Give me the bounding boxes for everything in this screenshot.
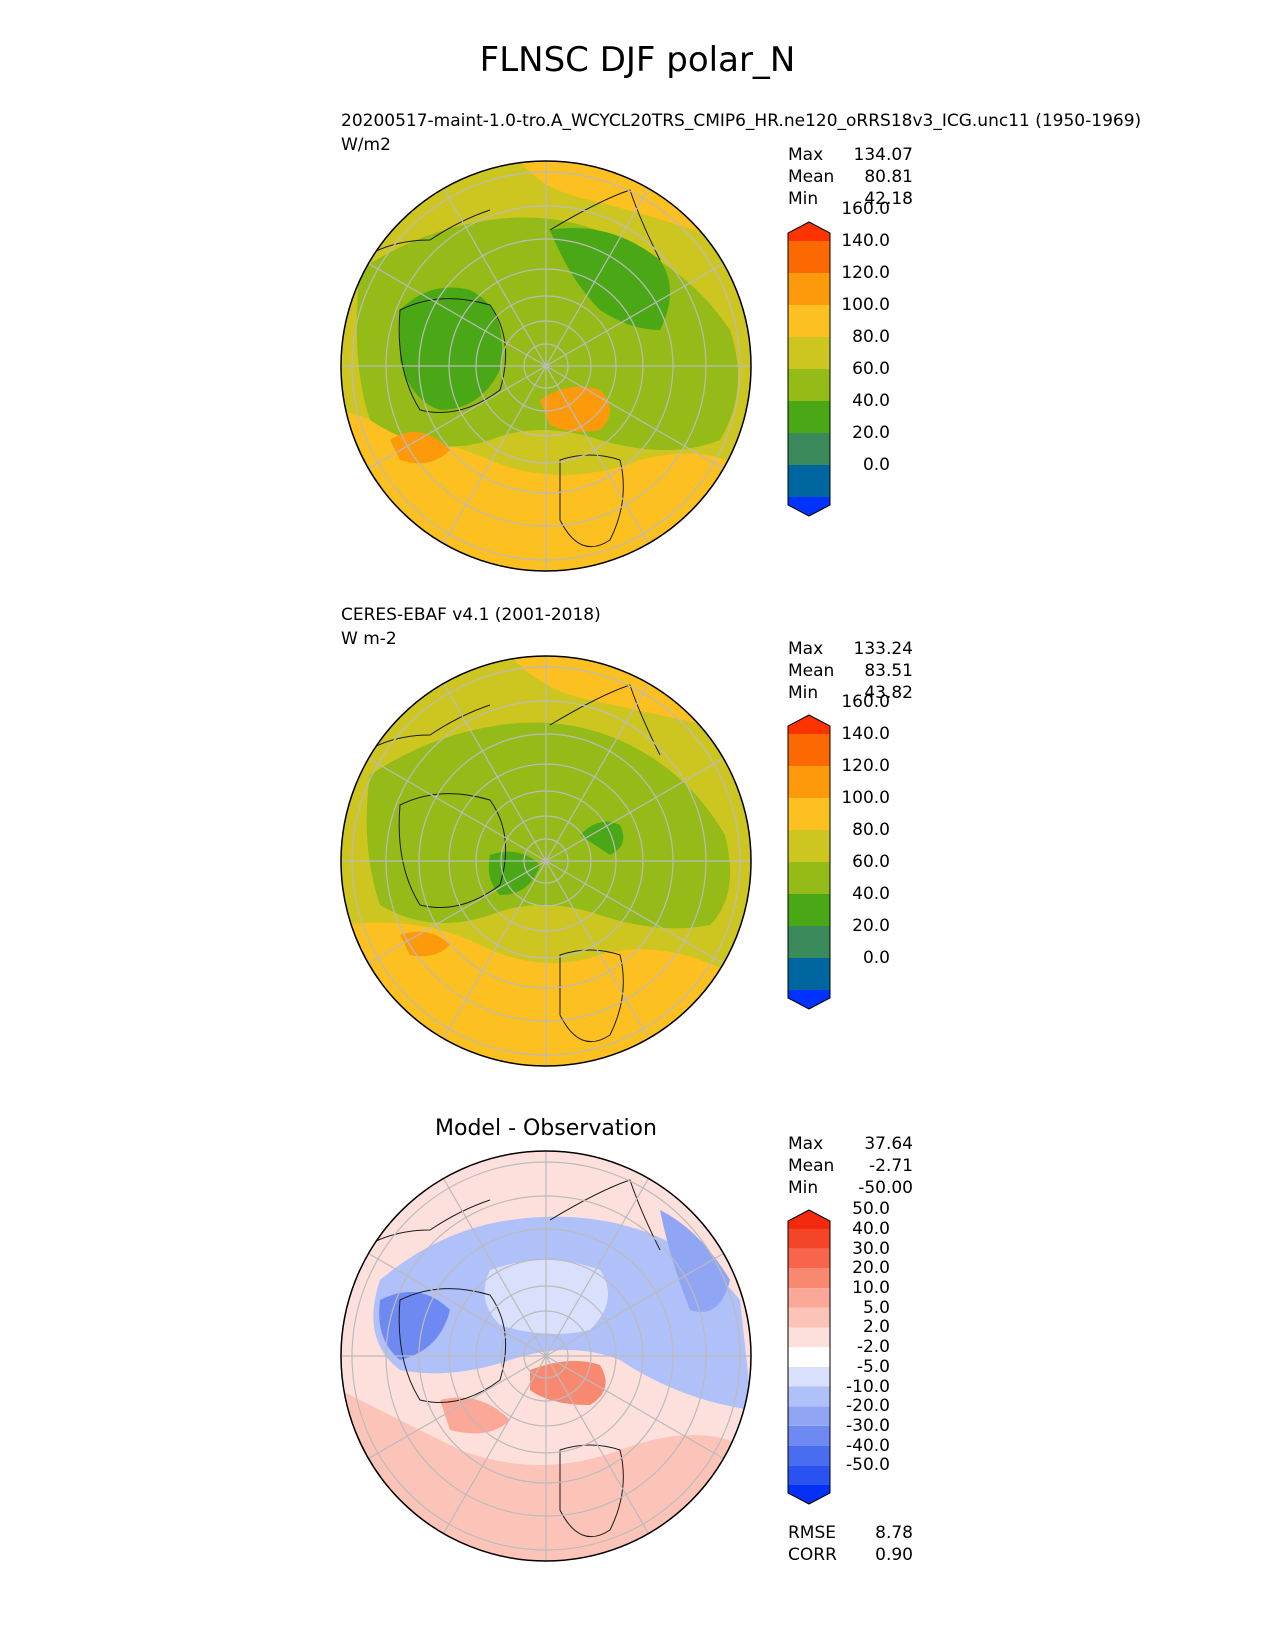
colorbar-segment bbox=[788, 1465, 830, 1485]
colorbar-segment bbox=[788, 1229, 830, 1249]
colorbar-segment bbox=[788, 1210, 830, 1229]
colorbar-segment bbox=[788, 1406, 830, 1426]
colorbar-outline bbox=[787, 221, 831, 517]
colorbar-tick-label: 10.0 bbox=[852, 1278, 890, 1299]
colorbar-segment bbox=[788, 1425, 830, 1446]
colorbar-segment bbox=[788, 273, 830, 305]
colorbar-tick-label: -5.0 bbox=[856, 1356, 890, 1377]
colorbar-segment bbox=[788, 894, 830, 926]
panel-1-units: W/m2 bbox=[341, 135, 391, 155]
colorbar-tick-label: -20.0 bbox=[846, 1396, 890, 1417]
colorbar-outline bbox=[787, 1209, 831, 1505]
colorbar-tick-label: 30.0 bbox=[852, 1238, 890, 1259]
colorbar-tick-label: 20.0 bbox=[852, 916, 890, 936]
panel-3-polar-map bbox=[340, 1150, 752, 1562]
colorbar-segment bbox=[788, 465, 830, 497]
colorbar-tick-label: 160.0 bbox=[841, 199, 890, 219]
colorbar-segment bbox=[788, 497, 830, 516]
colorbar-tick-label: 2.0 bbox=[862, 1317, 890, 1338]
panel-2-colorbar bbox=[787, 714, 831, 1010]
colorbar-tick-label: 120.0 bbox=[841, 756, 890, 776]
colorbar-segment bbox=[788, 715, 830, 734]
colorbar-tick-label: -50.0 bbox=[846, 1455, 890, 1476]
colorbar-tick-label: 40.0 bbox=[852, 1219, 890, 1239]
colorbar-tick-label: 120.0 bbox=[841, 263, 890, 283]
colorbar-tick-label: 80.0 bbox=[852, 327, 890, 347]
panel-1-colorbar-labels: 0.0 20.0 40.0 60.0 80.0 100.0 120.0 140.0 160.0 bbox=[830, 201, 900, 517]
colorbar-outline bbox=[787, 714, 831, 1010]
colorbar-segment bbox=[788, 862, 830, 894]
panel-1-title: 20200517-maint-1.0-tro.A_WCYCL20TRS_CMIP… bbox=[341, 111, 1142, 131]
panel-2-polar-map bbox=[340, 655, 752, 1067]
colorbar-segment bbox=[788, 1347, 830, 1367]
colorbar-tick-label: -2.0 bbox=[856, 1337, 890, 1358]
colorbar-segment bbox=[788, 369, 830, 401]
colorbar-tick-label: 20.0 bbox=[852, 1258, 890, 1279]
colorbar-segment bbox=[788, 1386, 830, 1407]
colorbar-segment bbox=[788, 222, 830, 241]
colorbar-tick-label: 0.0 bbox=[862, 455, 890, 475]
colorbar-tick-label: 140.0 bbox=[841, 724, 890, 744]
colorbar-tick-label: 5.0 bbox=[862, 1297, 890, 1318]
colorbar-segment bbox=[788, 1327, 830, 1348]
colorbar-segment bbox=[788, 241, 830, 273]
panel-3-colorbar-labels: -50.0 -40.0 -30.0 -20.0 -10.0 -5.0 -2.0 2.0 5.0 1… bbox=[830, 1201, 900, 1505]
colorbar-segment bbox=[788, 401, 830, 433]
panel-3-metrics: RMSE 8.78 CORR 0.90 bbox=[788, 1523, 913, 1565]
colorbar-tick-label: 140.0 bbox=[841, 231, 890, 251]
colorbar-tick-label: 100.0 bbox=[841, 788, 890, 808]
colorbar-tick-label: 160.0 bbox=[841, 692, 890, 712]
colorbar-segment bbox=[788, 1366, 830, 1387]
colorbar-segment bbox=[788, 798, 830, 830]
panel-1-polar-map bbox=[340, 160, 752, 572]
main-title: FLNSC DJF polar_N bbox=[479, 40, 796, 80]
colorbar-segment bbox=[788, 1288, 830, 1308]
panel-3-title: Model - Observation bbox=[435, 1116, 657, 1141]
colorbar-tick-label: -30.0 bbox=[846, 1415, 890, 1436]
panel-1-colorbar bbox=[787, 221, 831, 517]
colorbar-segment bbox=[788, 734, 830, 766]
panel-2-units: W m-2 bbox=[341, 629, 397, 649]
colorbar-tick-label: 0.0 bbox=[862, 948, 890, 968]
panel-2-colorbar-labels: 0.0 20.0 40.0 60.0 80.0 100.0 120.0 140.0 160.0 bbox=[830, 694, 900, 1010]
colorbar-segment bbox=[788, 305, 830, 337]
colorbar-tick-label: 40.0 bbox=[852, 391, 890, 411]
colorbar-segment bbox=[788, 433, 830, 465]
colorbar-tick-label: 80.0 bbox=[852, 820, 890, 840]
colorbar-segment bbox=[788, 1445, 830, 1466]
colorbar-segment bbox=[788, 1485, 830, 1504]
colorbar-tick-label: 20.0 bbox=[852, 423, 890, 443]
colorbar-segment bbox=[788, 766, 830, 798]
colorbar-tick-label: 50.0 bbox=[852, 1199, 890, 1220]
colorbar-segment bbox=[788, 990, 830, 1009]
colorbar-tick-label: 60.0 bbox=[852, 852, 890, 872]
colorbar-tick-label: 40.0 bbox=[852, 884, 890, 904]
colorbar-tick-label: 60.0 bbox=[852, 359, 890, 379]
panel-2-stats: Max 133.24 Mean 83.51 Min 43.82 bbox=[788, 639, 913, 703]
colorbar-segment bbox=[788, 926, 830, 958]
colorbar-segment bbox=[788, 1248, 830, 1269]
panel-3-colorbar bbox=[787, 1209, 831, 1505]
panel-1-stats: Max 134.07 Mean 80.81 Min 42.18 bbox=[788, 145, 913, 209]
colorbar-tick-label: -10.0 bbox=[846, 1376, 890, 1397]
colorbar-segment bbox=[788, 830, 830, 862]
panel-2-title: CERES-EBAF v4.1 (2001-2018) bbox=[341, 605, 601, 625]
colorbar-tick-label: -40.0 bbox=[846, 1435, 890, 1456]
colorbar-tick-label: 100.0 bbox=[841, 295, 890, 315]
colorbar-segment bbox=[788, 1268, 830, 1289]
colorbar-segment bbox=[788, 337, 830, 369]
panel-3-stats: Max 37.64 Mean -2.71 Min -50.00 bbox=[788, 1134, 913, 1198]
colorbar-segment bbox=[788, 1307, 830, 1328]
colorbar-segment bbox=[788, 958, 830, 990]
